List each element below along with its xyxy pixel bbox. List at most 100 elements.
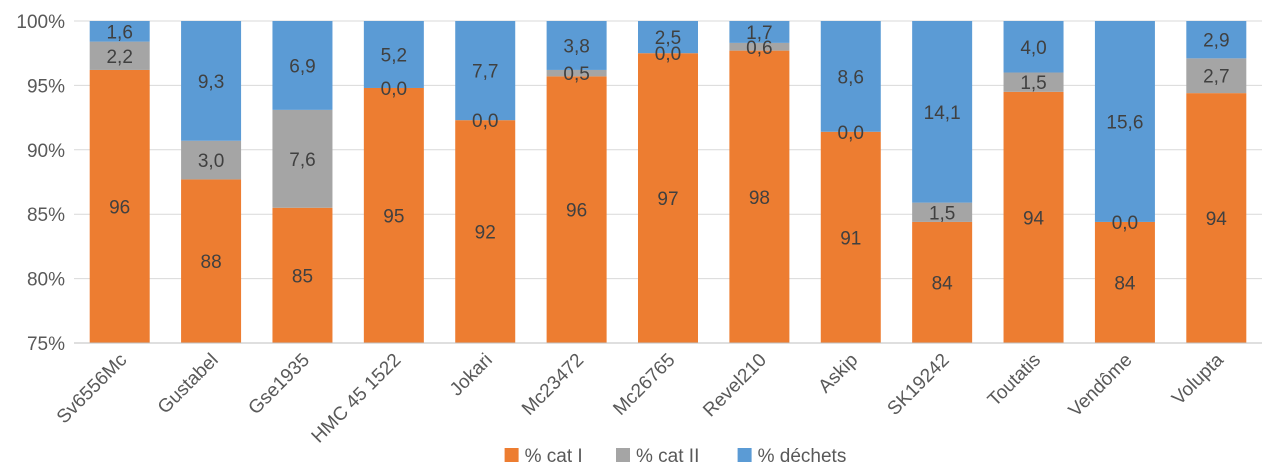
data-label: 2,7: [1203, 67, 1229, 88]
y-tick-label: 95%: [27, 76, 65, 97]
bar-segment: [272, 109, 333, 208]
bar-segment: [729, 42, 790, 51]
data-label: 0,0: [381, 79, 407, 100]
legend-label: % cat I: [525, 446, 583, 467]
data-label: 8,6: [838, 67, 864, 88]
y-tick-label: 80%: [27, 270, 65, 291]
category-label: Gustabel: [154, 350, 223, 419]
category-label: SK19242: [884, 350, 954, 420]
category-label: Jokari: [446, 350, 497, 401]
y-axis-tick-labels: 75% 80% 85% 90% 95% 100%: [16, 12, 65, 355]
data-label: 0,0: [838, 123, 864, 144]
data-label: 9,3: [198, 72, 224, 93]
legend-swatch: [616, 448, 630, 462]
data-label: 84: [1114, 273, 1136, 294]
bar-segment: [729, 21, 790, 43]
bar-segment: [181, 179, 242, 343]
bar-segment: [912, 221, 973, 343]
y-tick-label: 75%: [27, 334, 65, 355]
category-label: Volupta: [1168, 349, 1228, 409]
category-label: Gse1935: [245, 350, 314, 419]
data-label: 15,6: [1106, 112, 1143, 133]
category-label: Revel210: [699, 350, 771, 422]
bar-segment: [1186, 58, 1247, 94]
category-label: Sv6556Mc: [53, 350, 131, 428]
bar-segment: [912, 202, 973, 222]
data-label: 0,6: [746, 38, 772, 59]
bar-segment: [729, 50, 790, 344]
data-label: 98: [749, 188, 770, 209]
data-label: 88: [201, 252, 222, 273]
bar-segment: [89, 41, 150, 70]
bar-segment: [546, 76, 607, 343]
y-tick-label: 90%: [27, 141, 65, 162]
data-label: 1,6: [106, 22, 132, 43]
data-label: 2,9: [1203, 31, 1229, 52]
legend: % cat I % cat II % déchets: [504, 446, 847, 467]
data-label: 1,5: [929, 203, 955, 224]
data-label: 0,0: [1112, 213, 1138, 234]
bar-segment: [1186, 93, 1247, 344]
y-tick-label: 85%: [27, 205, 65, 226]
bar-segment: [272, 21, 333, 110]
data-label: 92: [475, 223, 496, 244]
data-label: 1,5: [1020, 73, 1046, 94]
bar-segment: [820, 21, 881, 132]
data-label: 91: [840, 228, 861, 249]
legend-label: % cat II: [636, 446, 699, 467]
data-label: 3,8: [563, 36, 589, 57]
legend-swatch: [737, 448, 752, 462]
legend-label: % déchets: [758, 446, 847, 467]
data-label: 96: [109, 197, 130, 218]
y-tick-label: 100%: [16, 12, 65, 33]
data-label: 0,5: [563, 64, 589, 85]
bar-segment: [455, 21, 516, 121]
category-label: Toutatis: [984, 350, 1045, 411]
data-label: 7,6: [289, 150, 315, 171]
bar-segment: [1094, 221, 1155, 343]
category-label: HMC 45 1522: [308, 350, 406, 448]
category-label: Askip: [815, 350, 863, 398]
bar-segment: [820, 131, 881, 343]
bar-segment: [363, 21, 424, 88]
data-label: 2,2: [106, 47, 132, 68]
bar-segment: [1094, 21, 1155, 222]
data-label: 94: [1206, 209, 1228, 230]
data-labels: 96 2,2 1,6 88 3,0 9,3 85 7,6 6,9 95 0,0 5,2 92 0,0 7,7…: [106, 22, 1229, 294]
data-label: 85: [292, 266, 313, 287]
category-label: Mc26765: [609, 350, 679, 420]
bar-segment: [1186, 21, 1247, 59]
data-label: 0,0: [655, 44, 681, 65]
bar-segment: [1003, 91, 1064, 343]
bar-segment: [546, 69, 607, 77]
data-label: 4,0: [1020, 38, 1046, 59]
bar-segment: [272, 207, 333, 343]
bar-segment: [912, 21, 973, 203]
bar-segment: [1003, 72, 1064, 92]
bar-segment: [89, 69, 150, 343]
data-label: 7,7: [472, 62, 498, 83]
bar-segment: [89, 21, 150, 42]
bar-segment: [546, 21, 607, 70]
data-label: 96: [566, 201, 587, 222]
data-label: 6,9: [289, 56, 315, 77]
bar-segment: [363, 87, 424, 343]
data-label: 14,1: [924, 103, 961, 124]
data-label: 97: [657, 189, 678, 210]
category-label: Mc23472: [518, 350, 588, 420]
data-label: 0,0: [472, 111, 498, 132]
data-label: 94: [1023, 208, 1045, 229]
data-label: 95: [383, 206, 404, 227]
data-label: 2,5: [655, 28, 681, 49]
data-label: 84: [932, 273, 954, 294]
bar-segment: [1003, 21, 1064, 73]
bar-segment: [638, 21, 698, 54]
bar-segment: [181, 21, 242, 141]
bars: [89, 21, 1247, 344]
category-label: Vendôme: [1065, 350, 1137, 422]
data-label: 1,7: [746, 23, 772, 44]
bar-segment: [455, 120, 516, 344]
data-label: 5,2: [381, 45, 407, 66]
